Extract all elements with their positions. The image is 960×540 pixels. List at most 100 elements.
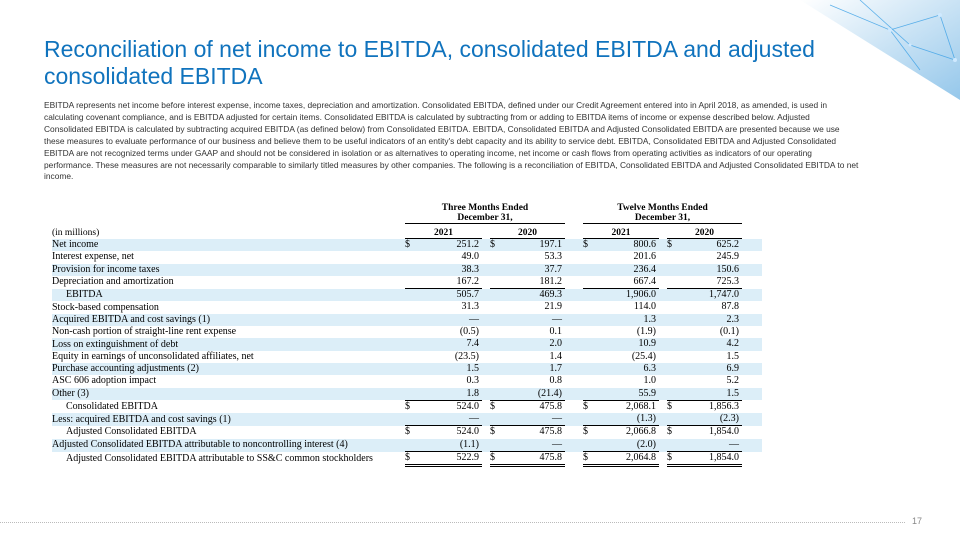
empty-cell [482, 276, 490, 289]
empty-cell [659, 301, 667, 313]
header-row: December 31, December 31, [52, 213, 762, 224]
value: 37.7 [502, 263, 565, 276]
empty-cell [667, 313, 679, 327]
row-label: EBITDA [52, 288, 405, 302]
empty-cell [583, 387, 595, 401]
value: 1,747.0 [679, 288, 742, 302]
value: (21.4) [502, 387, 565, 401]
table-row: Consolidated EBITDA $524.0 $475.8 $2,068.1 $… [52, 400, 762, 413]
empty-cell [405, 251, 417, 263]
empty-cell [742, 313, 762, 327]
empty-cell [659, 413, 667, 426]
empty-cell [583, 362, 595, 376]
empty-cell [667, 263, 679, 276]
empty-cell [742, 351, 762, 363]
empty-cell [490, 288, 502, 302]
value: 1.5 [726, 350, 740, 362]
value: — [679, 438, 742, 453]
empty-cell [667, 275, 679, 290]
value: 38.3 [417, 263, 482, 276]
value: 469.3 [502, 288, 565, 302]
value: 114.0 [633, 301, 656, 313]
value: 6.3 [595, 362, 659, 376]
value: (1.1) [417, 438, 482, 453]
table-row: Net income $251.2 $197.1 $800.6 $625.2 [52, 238, 762, 252]
table-row: Purchase accounting adjustments (2) 1.5 1.… [52, 362, 762, 376]
table-row: EBITDA 505.7 469.3 1,906.0 1,747.0 [52, 288, 762, 302]
currency-sign: $ [490, 426, 495, 438]
empty-cell [490, 313, 502, 327]
value: 10.9 [595, 338, 659, 351]
value: (23.5) [454, 350, 479, 362]
empty-cell [667, 288, 679, 302]
empty-cell [742, 362, 762, 376]
year: 2021 [583, 223, 659, 239]
currency-sign: $ [405, 426, 410, 438]
value: 6.9 [679, 362, 742, 376]
empty-cell [583, 288, 595, 302]
table-row: Less: acquired EBITDA and cost savings (… [52, 413, 762, 427]
empty-cell [667, 326, 679, 338]
row-label: Depreciation and amortization [52, 276, 174, 288]
empty-cell [659, 426, 667, 439]
table-row: Depreciation and amortization 167.2 181.2 6… [52, 275, 762, 290]
empty-cell [482, 452, 490, 466]
empty-cell [490, 251, 502, 263]
empty-cell [490, 438, 502, 453]
currency-sign: $ [667, 400, 672, 412]
empty-cell [583, 313, 595, 327]
table-row: Loss on extinguishment of debt 7.4 2.0 10.9… [52, 338, 762, 351]
empty-cell [405, 263, 417, 276]
empty-cell [659, 276, 667, 289]
empty-cell [565, 438, 583, 452]
currency-sign: $ [490, 400, 495, 412]
description: EBITDA represents net income before inte… [44, 100, 859, 182]
table-row: Stock-based compensation 31.3 21.9 114.0 87.… [52, 301, 762, 313]
value: 49.0 [461, 251, 480, 263]
empty-cell [405, 326, 417, 338]
value: 667.4 [595, 275, 659, 290]
value: (2.0) [595, 438, 659, 453]
value: — [502, 413, 565, 427]
empty-cell [583, 351, 595, 363]
empty-cell [490, 351, 502, 363]
value: 475.8 [539, 426, 563, 438]
table-row: Non-cash portion of straight-line rent e… [52, 326, 762, 338]
empty-cell [405, 313, 417, 327]
empty-cell [659, 387, 667, 401]
value: 167.2 [417, 275, 482, 290]
empty-cell [742, 251, 762, 263]
empty-cell [742, 387, 762, 401]
title: Reconciliation of net income to EBITDA, … [44, 36, 815, 89]
year: 2021 [405, 223, 482, 239]
empty-cell [565, 351, 583, 363]
value: 1,854.0 [679, 451, 742, 468]
empty-cell [482, 413, 490, 426]
decoration [800, 0, 960, 100]
currency-sign: $ [405, 238, 417, 252]
empty-cell [490, 387, 502, 401]
row-label: Stock-based compensation [52, 301, 159, 313]
footer-rule [0, 522, 905, 523]
empty-cell [490, 362, 502, 376]
value: 625.2 [679, 238, 742, 252]
value: 2,066.8 [626, 426, 656, 438]
value: (2.3) [679, 413, 742, 427]
empty-cell [583, 326, 595, 338]
empty-cell [405, 438, 417, 453]
value: 800.6 [595, 238, 659, 252]
empty-cell [742, 238, 762, 252]
empty-cell [659, 288, 667, 302]
empty-cell [583, 438, 595, 453]
empty-cell [490, 375, 502, 387]
empty-cell [490, 326, 502, 338]
currency-sign: $ [583, 451, 595, 468]
value: — [502, 313, 565, 327]
value: 1.5 [679, 387, 742, 401]
value: 1.5 [417, 362, 482, 376]
empty-cell [742, 452, 762, 466]
empty-cell [565, 387, 583, 401]
reconciliation-table: Three Months Ended Twelve Months Ended D… [52, 203, 762, 468]
empty-cell [659, 438, 667, 452]
value: 1.7 [502, 362, 565, 376]
